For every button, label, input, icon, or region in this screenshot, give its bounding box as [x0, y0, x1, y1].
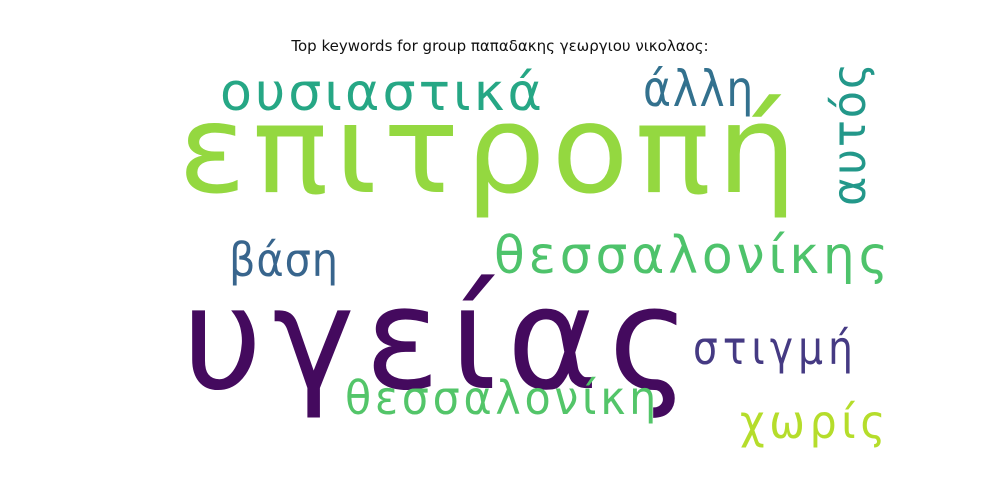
word-6: θεσσαλονίκης [494, 226, 892, 286]
word-2: επιτροπή [178, 79, 803, 221]
word-9: θεσσαλονίκη [345, 371, 660, 425]
chart-title: Top keywords for group παπαδακης γεωργιο… [291, 37, 709, 55]
word-7: βάση [229, 233, 339, 287]
word-5: αυτός [822, 61, 876, 206]
word-10: χωρίς [740, 395, 890, 449]
word-8: στιγμή [693, 321, 858, 375]
word-3: ουσιαστικά [220, 63, 545, 123]
word-1: υγείας [182, 257, 700, 422]
word-4: άλλη [643, 60, 755, 118]
